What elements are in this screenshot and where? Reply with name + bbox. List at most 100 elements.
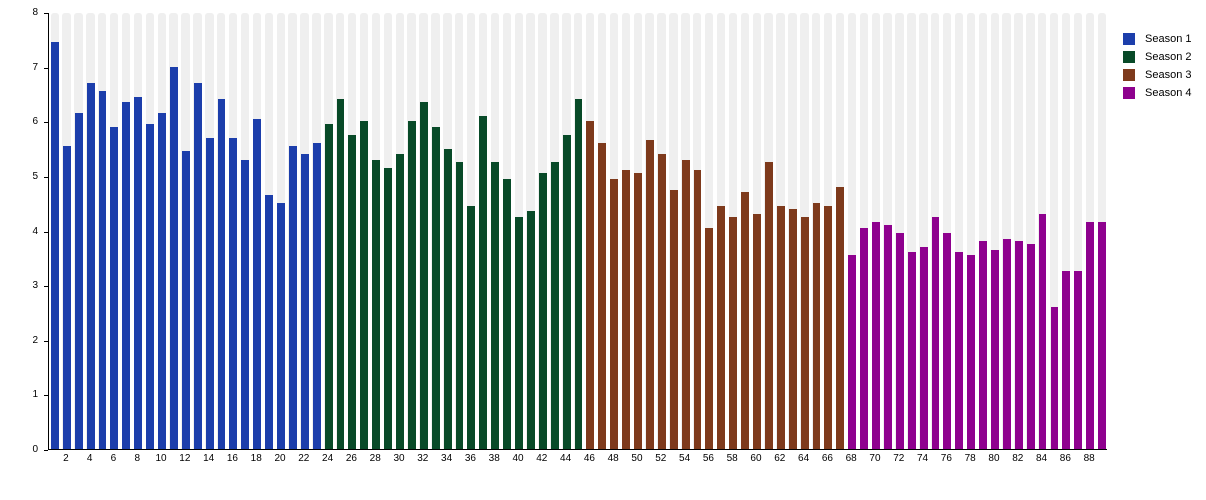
bar-episode-47 <box>598 143 607 449</box>
bar-episode-81 <box>1002 238 1011 449</box>
bar-episode-2 <box>62 145 71 449</box>
bar-episode-77 <box>955 252 964 449</box>
column-stripe <box>966 13 976 449</box>
bar-episode-7 <box>122 102 131 449</box>
bar-episode-73 <box>907 252 916 449</box>
bar-episode-44 <box>562 134 571 449</box>
bar-episode-51 <box>645 140 654 449</box>
x-tick-label-42: 42 <box>536 453 548 464</box>
bar-episode-79 <box>979 241 987 449</box>
bar-episode-70 <box>872 222 880 449</box>
legend-item-season-1: Season 1 <box>1123 30 1191 48</box>
y-tick-mark <box>44 450 48 451</box>
bar-episode-53 <box>669 189 678 449</box>
bar-episode-21 <box>288 145 297 449</box>
x-tick-label-66: 66 <box>821 453 833 464</box>
bar-episode-87 <box>1074 271 1083 449</box>
column-stripe <box>954 13 964 449</box>
bar-episode-55 <box>693 170 702 449</box>
y-tick-label-4: 4 <box>32 225 38 237</box>
bar-episode-74 <box>919 246 928 449</box>
bar-episode-9 <box>146 123 155 449</box>
bar-episode-60 <box>753 214 761 449</box>
bar-episode-75 <box>931 216 940 449</box>
bar-episode-20 <box>277 203 285 449</box>
x-tick-label-72: 72 <box>893 453 905 464</box>
y-tick-label-7: 7 <box>32 61 38 73</box>
x-tick-label-74: 74 <box>917 453 929 464</box>
y-tick-mark <box>44 13 48 14</box>
x-tick-label-50: 50 <box>631 453 643 464</box>
column-stripe <box>919 13 928 449</box>
bar-episode-54 <box>681 159 690 449</box>
bar-episode-10 <box>158 113 166 449</box>
bar-episode-50 <box>634 173 642 449</box>
y-tick-label-0: 0 <box>32 444 38 455</box>
x-tick-label-78: 78 <box>964 453 976 464</box>
x-tick-label-40: 40 <box>512 453 524 464</box>
legend-label: Season 3 <box>1145 69 1192 81</box>
y-tick-label-1: 1 <box>32 389 38 401</box>
bar-episode-65 <box>812 203 821 449</box>
bar-episode-36 <box>467 205 476 449</box>
bar-episode-57 <box>717 205 726 449</box>
bar-episode-86 <box>1062 271 1071 449</box>
bar-episode-41 <box>526 211 535 449</box>
bar-episode-25 <box>336 99 345 449</box>
x-tick-label-60: 60 <box>750 453 762 464</box>
bar-episode-30 <box>396 154 404 449</box>
bar-episode-32 <box>419 102 428 449</box>
column-stripe <box>1073 13 1083 449</box>
bar-episode-26 <box>348 134 357 449</box>
x-tick-label-28: 28 <box>369 453 381 464</box>
x-tick-label-26: 26 <box>345 453 357 464</box>
bar-episode-48 <box>610 178 619 449</box>
column-stripe <box>1002 13 1011 449</box>
bar-episode-67 <box>836 186 845 449</box>
bar-episode-31 <box>407 121 416 449</box>
y-tick-mark <box>44 176 48 178</box>
bar-episode-23 <box>312 143 321 449</box>
bar-episode-58 <box>729 216 738 449</box>
bar-episode-22 <box>300 154 309 449</box>
bar-episode-85 <box>1050 306 1059 449</box>
x-tick-label-56: 56 <box>702 453 714 464</box>
legend-label: Season 4 <box>1145 87 1192 99</box>
x-tick-label-68: 68 <box>845 453 857 464</box>
x-tick-label-46: 46 <box>583 453 595 464</box>
legend-item-season-4: Season 4 <box>1123 84 1191 102</box>
bar-episode-82 <box>1014 241 1023 449</box>
bar-episode-64 <box>800 216 809 449</box>
x-tick-label-16: 16 <box>226 453 238 464</box>
x-tick-label-24: 24 <box>322 453 334 464</box>
x-tick-label-82: 82 <box>1012 453 1024 464</box>
bar-episode-52 <box>657 154 666 449</box>
bar-episode-33 <box>431 126 440 449</box>
x-tick-label-64: 64 <box>798 453 810 464</box>
bar-episode-34 <box>443 148 452 449</box>
y-tick-mark <box>44 340 48 342</box>
bar-episode-40 <box>515 216 523 449</box>
bar-episode-78 <box>967 255 976 449</box>
bar-episode-89 <box>1098 222 1106 449</box>
bar-episode-15 <box>217 99 226 449</box>
column-stripe <box>990 13 999 449</box>
bar-episode-29 <box>384 167 393 449</box>
bar-episode-8 <box>134 96 143 449</box>
bar-episode-76 <box>943 233 952 449</box>
bar-episode-17 <box>241 159 250 449</box>
column-stripe <box>895 13 904 449</box>
legend-swatch-season-2 <box>1123 51 1135 63</box>
x-tick-label-38: 38 <box>488 453 500 464</box>
bar-episode-62 <box>776 205 785 449</box>
y-tick-label-5: 5 <box>32 170 38 182</box>
bar-episode-49 <box>622 170 631 449</box>
bar-episode-69 <box>860 227 868 449</box>
x-tick-label-70: 70 <box>869 453 881 464</box>
column-stripe <box>907 13 916 449</box>
y-tick-label-8: 8 <box>32 7 38 18</box>
y-tick-label-6: 6 <box>32 116 38 128</box>
bar-episode-56 <box>705 227 714 449</box>
x-tick-label-10: 10 <box>155 453 167 464</box>
